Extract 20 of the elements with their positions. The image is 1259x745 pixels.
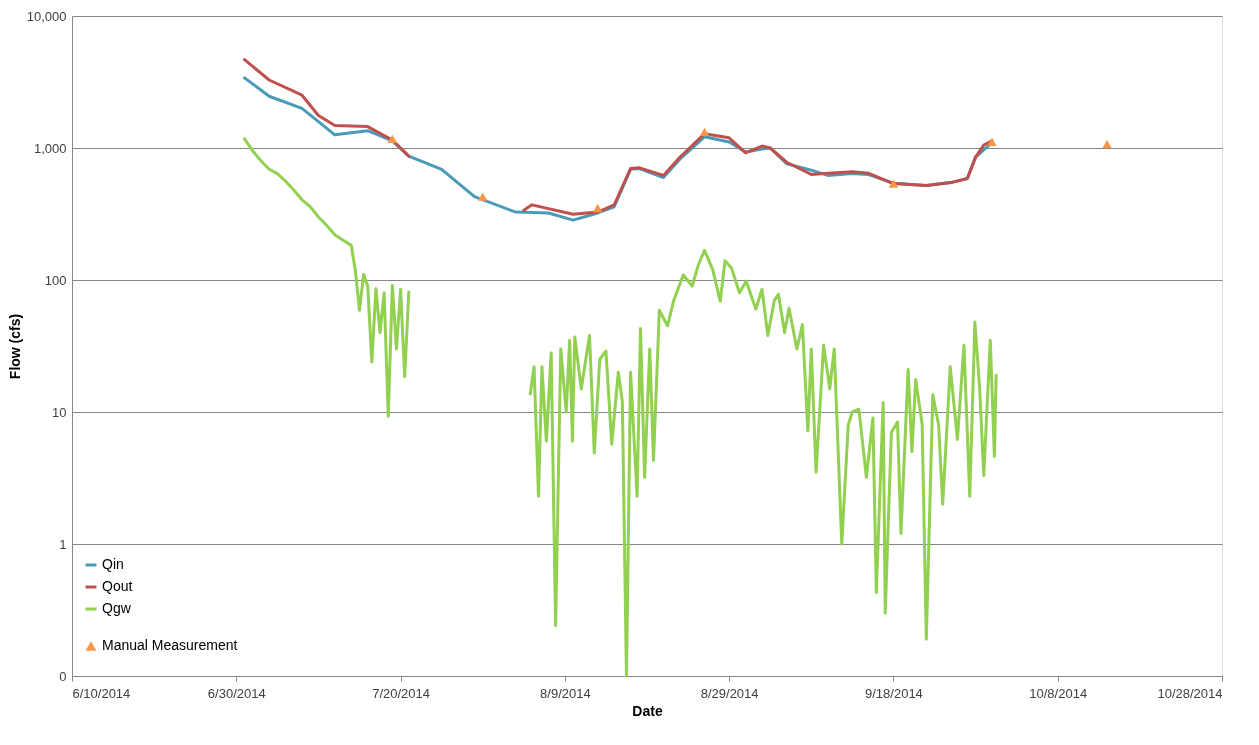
- x-tick-label: 6/10/2014: [72, 685, 131, 701]
- y-tick-label: 10: [52, 404, 67, 420]
- x-tick-label: 8/9/2014: [540, 685, 591, 701]
- legend-label: Qout: [102, 578, 133, 594]
- legend-label: Qgw: [102, 600, 132, 616]
- x-tick-label: 8/29/2014: [700, 685, 759, 701]
- legend-label: Qin: [102, 556, 124, 572]
- y-tick-label: 1,000: [33, 140, 67, 156]
- x-axis-title: Date: [632, 702, 663, 719]
- x-tick-label: 10/8/2014: [1029, 685, 1088, 701]
- y-axis-title: Flow (cfs): [6, 313, 23, 380]
- y-tick-label: 100: [44, 272, 67, 288]
- legend-label: Manual Measurement: [102, 637, 238, 653]
- x-tick-label: 10/28/2014: [1157, 685, 1223, 701]
- y-tick-label: 1: [59, 536, 67, 552]
- x-tick-label: 7/20/2014: [372, 685, 430, 701]
- x-tick-label: 9/18/2014: [865, 685, 923, 701]
- y-tick-label: 0: [59, 668, 67, 684]
- y-tick-label: 10,000: [26, 8, 67, 24]
- x-tick-label: 6/30/2014: [207, 685, 266, 701]
